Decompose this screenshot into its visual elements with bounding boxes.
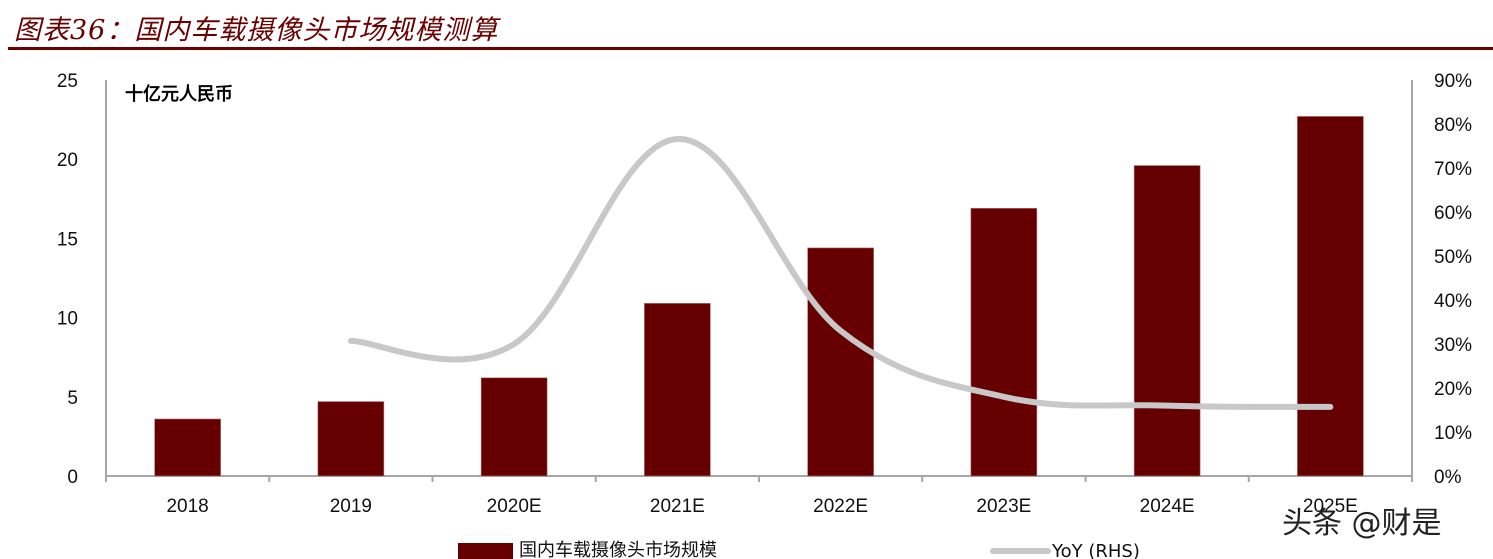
x-tick-label: 2019 — [330, 496, 372, 517]
left-tick-label: 10 — [57, 309, 78, 330]
chart-title: 图表36：国内车载摄像头市场规模测算 — [14, 15, 499, 46]
x-tick-label: 2025E — [1303, 496, 1358, 517]
left-axis-ticks: 0 5 10 15 20 25 — [57, 71, 78, 488]
left-tick-label: 5 — [67, 388, 78, 409]
bar — [317, 401, 385, 477]
bar — [480, 377, 548, 477]
right-tick-label: 0% — [1434, 467, 1462, 488]
legend-bar-label: 国内车载摄像头市场规模 — [519, 540, 717, 559]
right-tick-label: 30% — [1434, 335, 1472, 356]
unit-label: 十亿元人民币 — [125, 83, 233, 105]
x-axis-labels: 2018 2019 2020E 2021E 2022E 2023E 2024E 2025E — [166, 496, 1357, 517]
left-tick-label: 15 — [57, 229, 78, 250]
legend-bar-swatch — [458, 543, 513, 559]
bar — [970, 208, 1038, 477]
right-tick-label: 20% — [1434, 379, 1472, 400]
bar — [807, 247, 874, 477]
x-tick-label: 2024E — [1140, 496, 1195, 517]
x-tick-label: 2020E — [487, 496, 542, 517]
x-tick-label: 2021E — [650, 496, 705, 517]
x-tick-label: 2018 — [166, 496, 208, 517]
legend: 国内车载摄像头市场规模 YoY (RHS) — [458, 540, 1140, 559]
right-tick-label: 10% — [1434, 423, 1472, 444]
left-tick-label: 0 — [67, 467, 78, 488]
yoy-line-series — [347, 135, 1334, 410]
right-tick-label: 70% — [1434, 159, 1472, 180]
watermark: 头条 @财是 — [1282, 506, 1442, 541]
x-axis-ticks — [105, 476, 1413, 482]
left-tick-label: 20 — [57, 150, 78, 171]
bar — [644, 303, 711, 477]
left-tick-label: 25 — [57, 71, 78, 92]
bar — [154, 418, 221, 477]
bar — [1133, 165, 1201, 477]
title-divider — [8, 47, 1493, 50]
right-tick-label: 50% — [1434, 247, 1472, 268]
right-axis-ticks: 0% 10% 20% 30% 40% 50% 60% 70% 80% 90% — [1434, 71, 1472, 488]
bar — [1297, 116, 1364, 477]
bar-series — [154, 116, 1364, 477]
right-tick-label: 60% — [1434, 203, 1472, 224]
legend-line-label: YoY (RHS) — [1051, 541, 1140, 559]
right-tick-label: 40% — [1434, 291, 1472, 312]
x-tick-label: 2023E — [976, 496, 1031, 517]
right-tick-label: 80% — [1434, 115, 1472, 136]
right-tick-label: 90% — [1434, 71, 1472, 92]
x-tick-label: 2022E — [813, 496, 868, 517]
